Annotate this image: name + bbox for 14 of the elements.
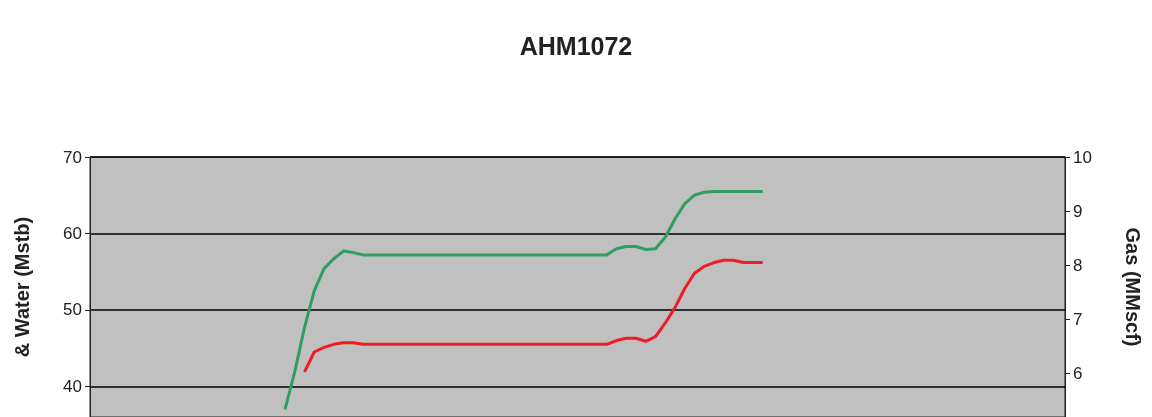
- chart-title: AHM1072: [519, 31, 633, 60]
- y-tick-label: 60: [63, 223, 82, 243]
- y2-tick-label: 8: [1073, 255, 1083, 275]
- line-series: [303, 258, 765, 374]
- y-tick-label: 50: [63, 300, 82, 320]
- y-tick-label: 40: [63, 376, 82, 396]
- line-series: [283, 189, 765, 411]
- y-tick-label: 70: [63, 147, 82, 167]
- y2-tick-label: 7: [1073, 310, 1083, 329]
- y2-axis-title: Gas (MMscf): [1122, 227, 1144, 347]
- y2-tick-label: 6: [1073, 364, 1083, 384]
- y2-tick-label: 9: [1073, 201, 1083, 221]
- y2-tick-label: 10: [1073, 147, 1092, 167]
- y-axis-title: & Water (Mstb): [11, 216, 33, 358]
